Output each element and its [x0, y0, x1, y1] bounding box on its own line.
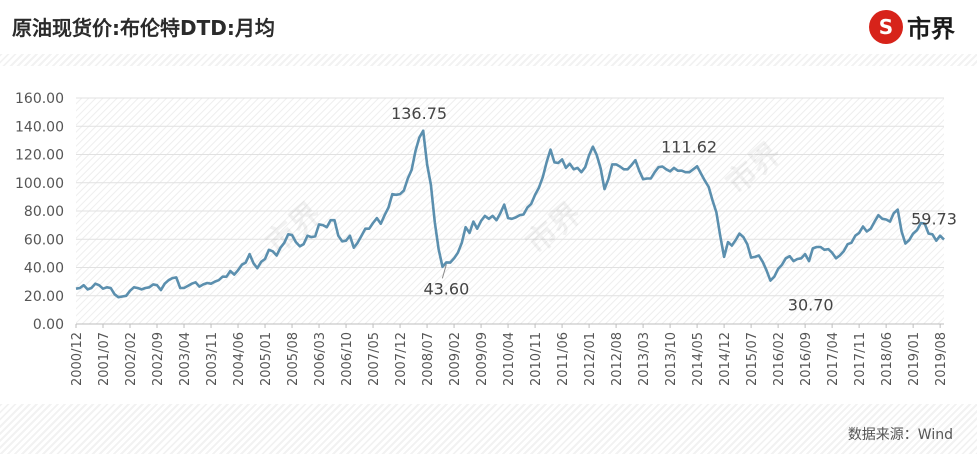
footer-band — [0, 404, 977, 454]
chart-grid — [76, 97, 944, 325]
x-tick-label: 2019/08 — [934, 332, 949, 386]
y-tick-label: 20.00 — [24, 289, 64, 305]
data-label: 59.73 — [911, 210, 957, 229]
x-tick-label: 2015/07 — [745, 332, 760, 386]
x-tick-label: 2000/12 — [70, 332, 85, 386]
x-tick-label: 2006/03 — [313, 332, 328, 386]
data-source: 数据来源：Wind — [847, 427, 953, 443]
annotation-leader — [441, 264, 447, 279]
y-tick-label: 0.00 — [33, 317, 64, 333]
chart-title: 原油现货价:布伦特DTD:月均 — [12, 16, 275, 40]
x-tick-label: 2017/04 — [826, 332, 841, 386]
x-tick-label: 2018/06 — [880, 332, 895, 386]
x-axis: 2000/12 2001/07 2002/02 2002/09 2003/04 2003/… — [70, 324, 949, 386]
y-tick-label: 60.00 — [24, 232, 64, 248]
x-tick-label: 2002/09 — [151, 332, 166, 386]
annotation-group: 136.75 43.60 111.62 30.70 59.73 — [391, 104, 957, 315]
logo-mark-icon: S — [869, 9, 903, 44]
x-tick-label: 2007/12 — [394, 332, 409, 386]
x-tick-label: 2006/10 — [340, 332, 355, 386]
line-chart: 0.00 20.00 40.00 60.00 80.00 100.00 120.00 140.… — [15, 91, 957, 386]
logo-text: 市界 — [907, 15, 955, 43]
data-label: 111.62 — [661, 137, 717, 156]
x-tick-label: 2005/01 — [259, 332, 274, 386]
x-tick-label: 2019/01 — [907, 332, 922, 386]
y-tick-label: 40.00 — [24, 261, 64, 277]
y-tick-label: 140.00 — [15, 119, 64, 135]
header-divider — [0, 54, 977, 66]
x-tick-label: 2010/04 — [502, 332, 517, 386]
x-tick-label: 2002/02 — [124, 332, 139, 386]
y-tick-label: 160.00 — [15, 91, 64, 107]
x-tick-label: 2017/11 — [853, 332, 868, 386]
x-tick-label: 2009/02 — [448, 332, 463, 386]
x-tick-label: 2012/01 — [583, 332, 598, 386]
x-tick-label: 2011/06 — [556, 332, 571, 386]
x-tick-label: 2013/10 — [664, 332, 679, 386]
series-line — [75, 129, 945, 299]
y-axis: 0.00 20.00 40.00 60.00 80.00 100.00 120.00 140.… — [15, 91, 64, 333]
x-tick-label: 2007/05 — [367, 332, 382, 386]
data-label: 30.70 — [788, 296, 834, 315]
y-tick-label: 80.00 — [24, 204, 64, 220]
y-tick-label: 120.00 — [15, 148, 64, 164]
x-tick-label: 2008/07 — [421, 332, 436, 386]
x-tick-label: 2003/11 — [205, 332, 220, 386]
x-tick-label: 2016/02 — [772, 332, 787, 386]
data-label: 43.60 — [423, 279, 469, 298]
x-tick-label: 2009/09 — [475, 332, 490, 386]
brand-logo: S 市界 — [869, 9, 955, 44]
x-tick-label: 2014/12 — [718, 332, 733, 386]
x-tick-label: 2016/09 — [799, 332, 814, 386]
x-tick-label: 2001/07 — [97, 332, 112, 386]
series-group — [75, 129, 945, 299]
x-tick-label: 2003/04 — [178, 332, 193, 386]
y-tick-label: 100.00 — [15, 176, 64, 192]
x-tick-label: 2010/11 — [529, 332, 544, 386]
header: 原油现货价:布伦特DTD:月均 S 市界 — [0, 0, 977, 54]
data-label: 136.75 — [391, 104, 447, 123]
x-tick-label: 2012/08 — [610, 332, 625, 386]
x-tick-label: 2013/03 — [637, 332, 652, 386]
x-tick-label: 2014/05 — [691, 332, 706, 386]
x-tick-label: 2004/06 — [232, 332, 247, 386]
x-tick-label: 2005/08 — [286, 332, 301, 386]
